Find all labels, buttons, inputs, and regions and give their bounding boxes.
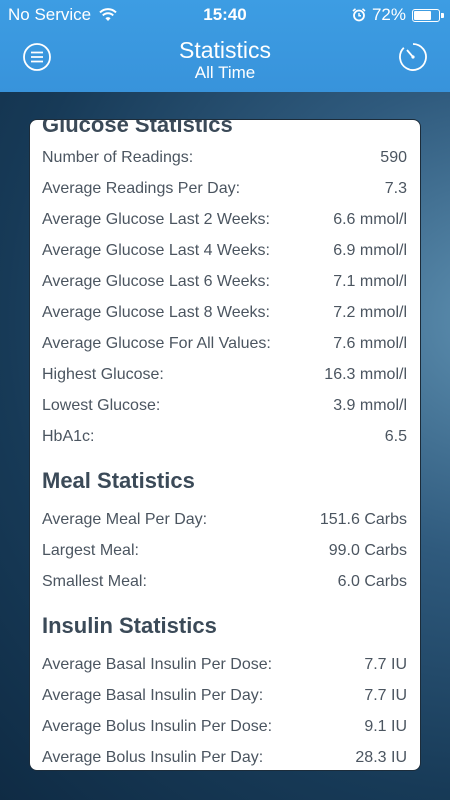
stat-label: Average Readings Per Day: xyxy=(42,180,241,197)
stat-label: Average Basal Insulin Per Dose: xyxy=(42,656,273,673)
stat-label: Average Glucose For All Values: xyxy=(42,335,271,352)
stat-value: 7.2 mmol/l xyxy=(333,304,407,321)
wifi-icon xyxy=(99,8,117,21)
statistics-scroll-content: Glucose Statistics Number of Readings: 59… xyxy=(30,119,420,770)
stat-label: Largest Meal: xyxy=(42,542,139,559)
stat-value: 16.3 mmol/l xyxy=(324,366,407,383)
stat-row: Smallest Meal: 6.0 Carbs xyxy=(30,566,420,597)
stat-row: Largest Meal: 99.0 Carbs xyxy=(30,535,420,566)
stat-value: 7.7 IU xyxy=(364,656,407,673)
stat-value: 7.3 xyxy=(384,180,407,197)
stat-label: Average Meal Per Day: xyxy=(42,511,208,528)
statistics-card[interactable]: Glucose Statistics Number of Readings: 59… xyxy=(29,119,421,771)
battery-fill xyxy=(414,10,431,20)
stat-value: 28.3 IU xyxy=(355,749,407,766)
page-subtitle: All Time xyxy=(194,63,256,82)
nav-header: No Service 15:40 72% Statist xyxy=(0,0,450,92)
stopwatch-icon xyxy=(399,43,427,71)
timer-button[interactable] xyxy=(398,42,428,72)
stat-value: 7.7 IU xyxy=(364,687,407,704)
battery-percentage: 72% xyxy=(371,5,406,24)
stat-label: Smallest Meal: xyxy=(42,573,147,590)
stat-row: Average Readings Per Day: 7.3 xyxy=(30,173,420,204)
stat-label: HbA1c: xyxy=(42,428,95,445)
stat-value: 3.9 mmol/l xyxy=(333,397,407,414)
stat-row: Average Bolus Insulin Per Day: 28.3 IU xyxy=(30,742,420,770)
battery-icon xyxy=(412,8,444,22)
page-title: Statistics xyxy=(178,37,272,63)
meal-section-title: Meal Statistics xyxy=(42,468,195,493)
stat-value: 9.1 IU xyxy=(364,718,407,735)
stat-label: Average Glucose Last 8 Weeks: xyxy=(42,304,270,321)
stat-row: Average Bolus Insulin Per Dose: 9.1 IU xyxy=(30,711,420,742)
clock: 15:40 xyxy=(203,5,247,24)
stat-row: Average Meal Per Day: 151.6 Carbs xyxy=(30,504,420,535)
menu-button[interactable] xyxy=(22,42,52,72)
stat-label: Average Bolus Insulin Per Dose: xyxy=(42,718,273,735)
status-bar: No Service 15:40 72% xyxy=(0,0,450,32)
stat-value: 6.9 mmol/l xyxy=(333,242,407,259)
stat-row: Average Glucose For All Values: 7.6 mmol/… xyxy=(30,328,420,359)
stat-row: HbA1c: 6.5 xyxy=(30,421,420,452)
stat-label: Average Glucose Last 4 Weeks: xyxy=(42,242,270,259)
header-title-block: Statistics All Time xyxy=(0,37,450,83)
stat-row: Average Glucose Last 6 Weeks: 7.1 mmol/l xyxy=(30,266,420,297)
stat-value: 7.6 mmol/l xyxy=(333,335,407,352)
stat-label: Highest Glucose: xyxy=(42,366,164,383)
stat-row: Average Glucose Last 8 Weeks: 7.2 mmol/l xyxy=(30,297,420,328)
stat-label: Average Bolus Insulin Per Day: xyxy=(42,749,264,766)
stat-label: Lowest Glucose: xyxy=(42,397,161,414)
stat-row: Lowest Glucose: 3.9 mmol/l xyxy=(30,390,420,421)
stat-row: Number of Readings: 590 xyxy=(30,142,420,173)
stat-value: 6.6 mmol/l xyxy=(333,211,407,228)
hamburger-menu-icon xyxy=(23,43,51,71)
carrier-label: No Service xyxy=(8,5,92,24)
stat-value: 6.0 Carbs xyxy=(337,573,407,590)
glucose-section-title: Glucose Statistics xyxy=(42,119,233,137)
stat-label: Average Glucose Last 6 Weeks: xyxy=(42,273,270,290)
stat-row: Average Basal Insulin Per Day: 7.7 IU xyxy=(30,680,420,711)
stat-value: 151.6 Carbs xyxy=(319,511,407,528)
stat-label: Average Basal Insulin Per Day: xyxy=(42,687,264,704)
insulin-section-title: Insulin Statistics xyxy=(42,613,217,638)
stat-label: Average Glucose Last 2 Weeks: xyxy=(42,211,270,228)
stat-value: 590 xyxy=(380,149,407,166)
stat-row: Average Glucose Last 2 Weeks: 6.6 mmol/l xyxy=(30,204,420,235)
stat-value: 6.5 xyxy=(384,428,407,445)
stat-value: 7.1 mmol/l xyxy=(333,273,407,290)
stat-row: Average Glucose Last 4 Weeks: 6.9 mmol/l xyxy=(30,235,420,266)
stat-row: Average Basal Insulin Per Dose: 7.7 IU xyxy=(30,649,420,680)
stat-value: 99.0 Carbs xyxy=(328,542,407,559)
stat-label: Number of Readings: xyxy=(42,149,194,166)
alarm-icon xyxy=(352,8,366,22)
stat-row: Highest Glucose: 16.3 mmol/l xyxy=(30,359,420,390)
